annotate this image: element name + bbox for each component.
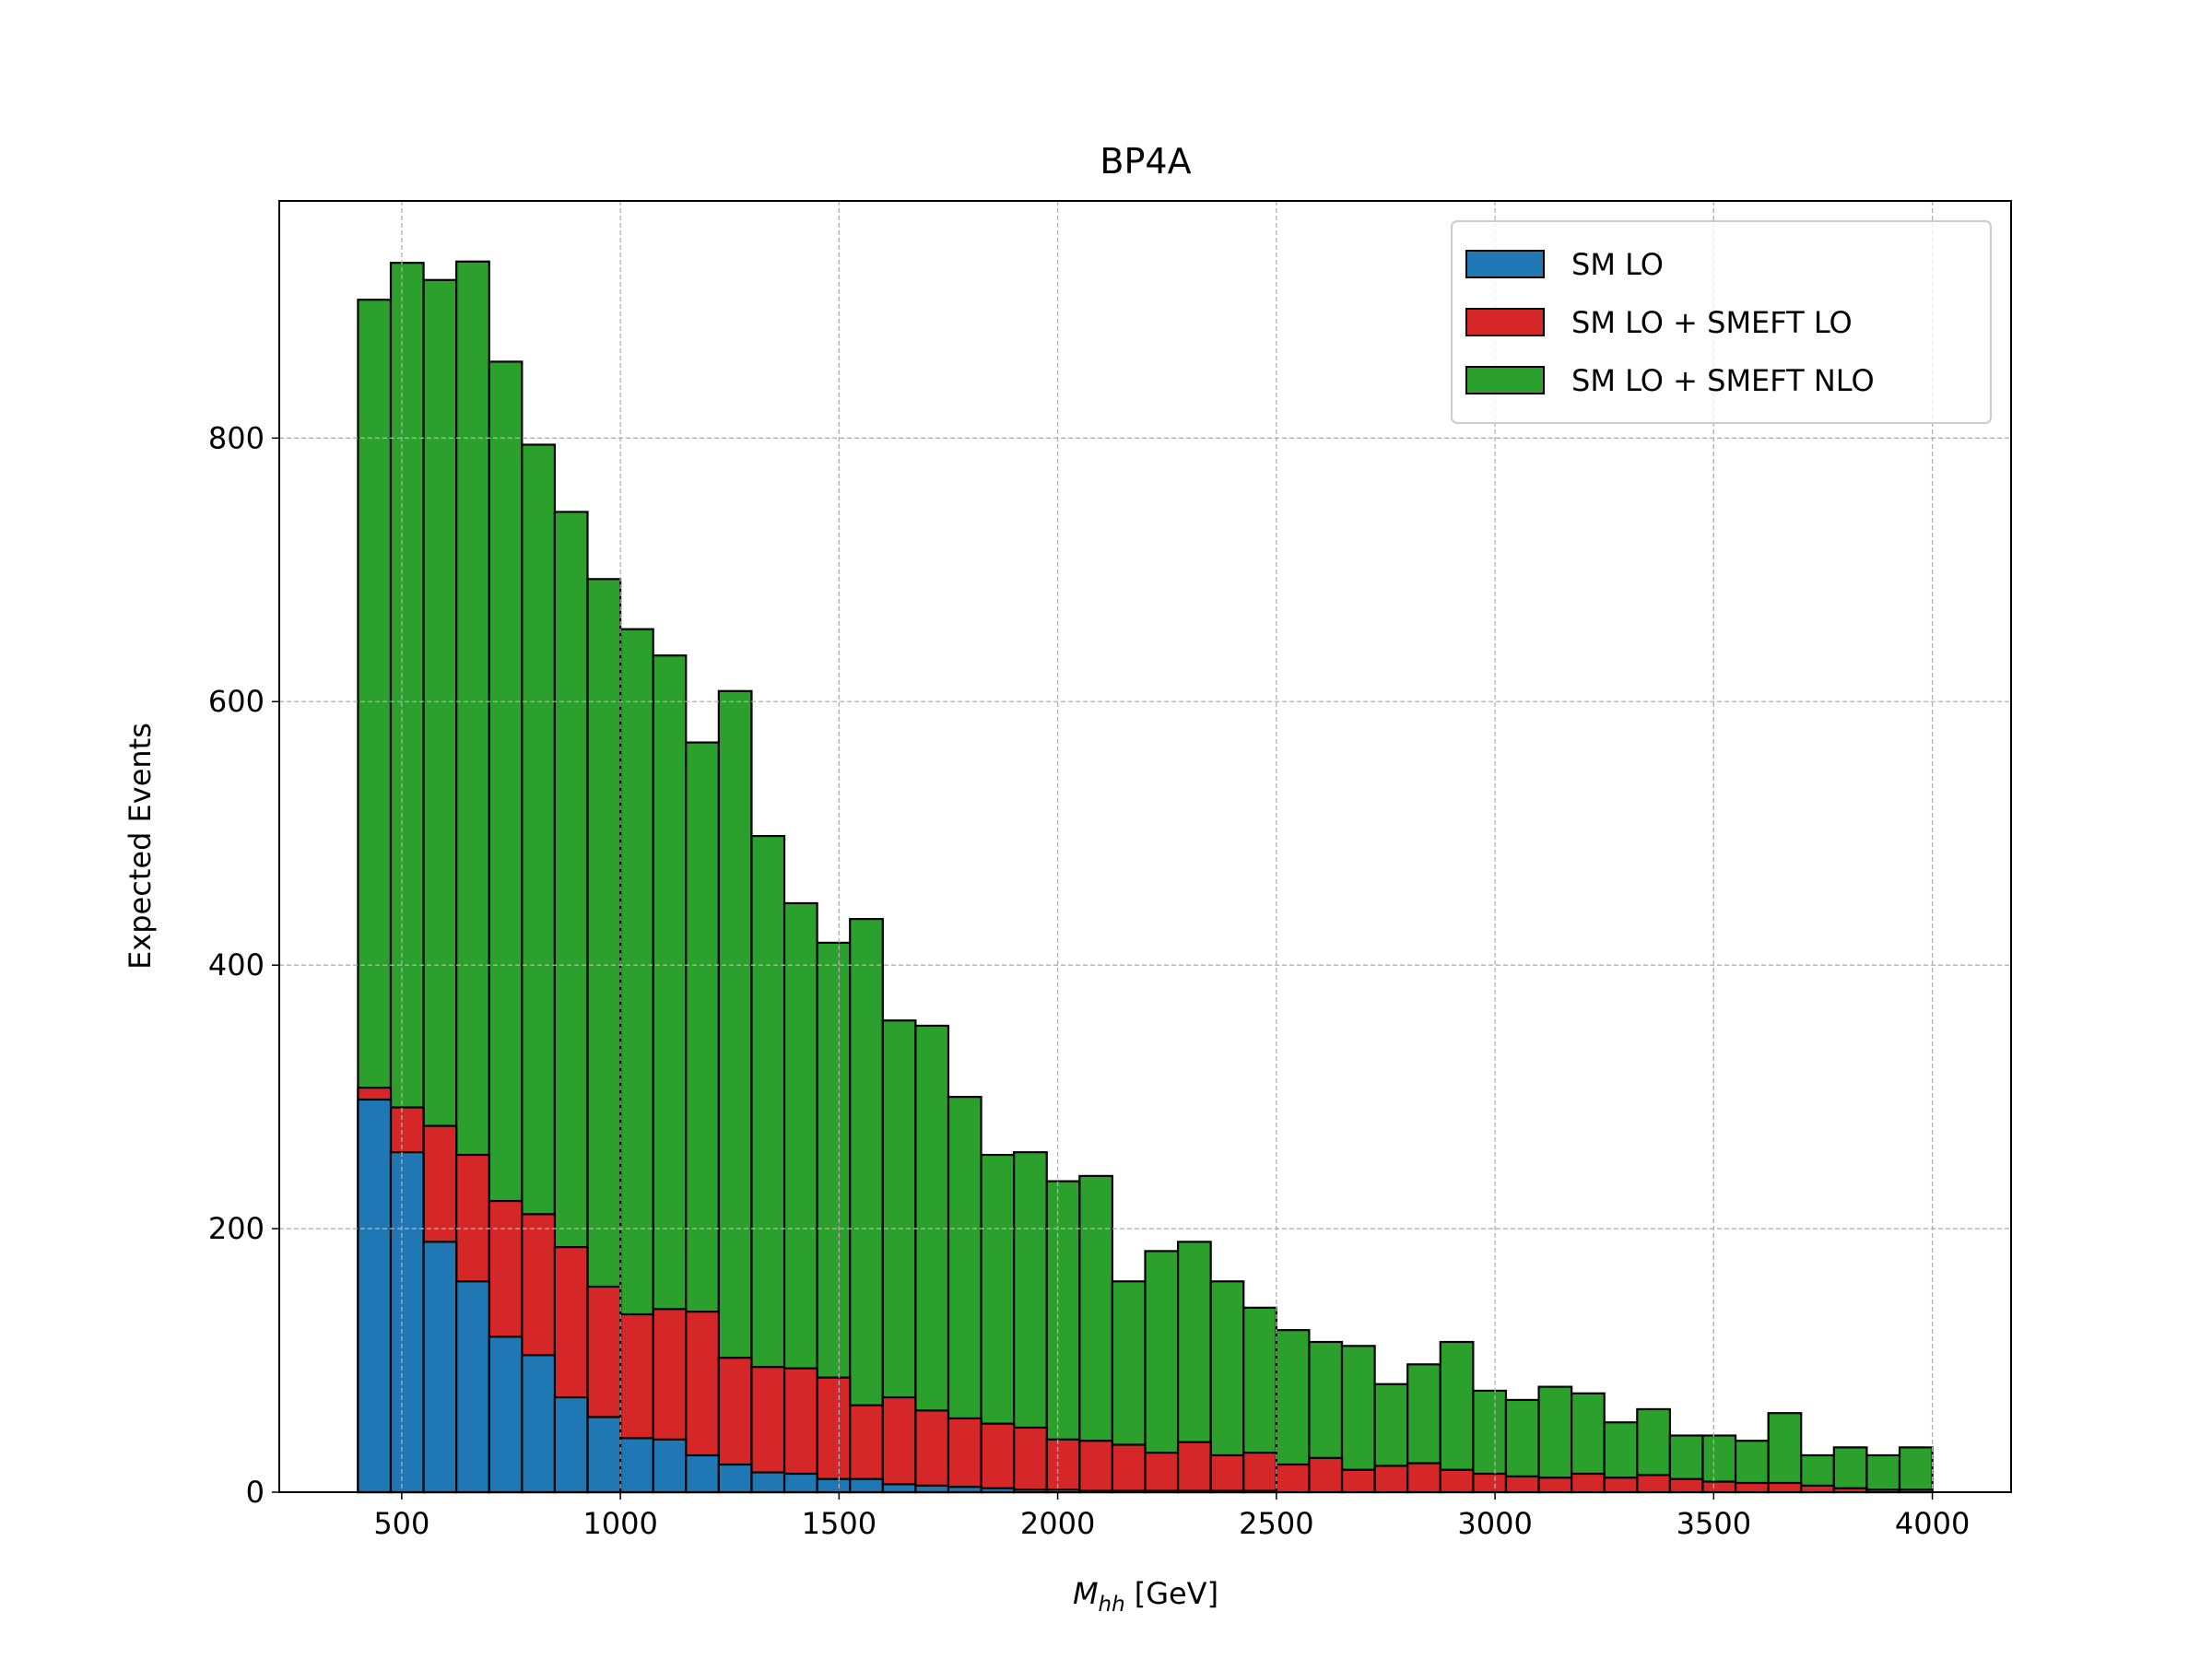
histogram-bar <box>1898 1446 1934 1494</box>
histogram-bar <box>1734 1481 1770 1494</box>
histogram-bar <box>750 1471 786 1494</box>
histogram-bar <box>881 1483 917 1494</box>
histogram-bar <box>1504 1475 1540 1494</box>
histogram-bar <box>1571 1472 1606 1494</box>
histogram-bar <box>389 1151 425 1494</box>
histogram-bar <box>1865 1453 1901 1494</box>
chart-title: BP4A <box>1100 141 1191 182</box>
x-label-symbol: M <box>1073 1576 1099 1611</box>
legend-label: SM LO + SMEFT NLO <box>1571 363 1875 398</box>
plot-frame <box>278 200 2012 1493</box>
histogram-bar <box>488 1335 524 1494</box>
x-tick-label: 4000 <box>1895 1506 1970 1541</box>
legend-swatch <box>1465 366 1545 394</box>
histogram-bar <box>422 1241 458 1494</box>
legend-swatch <box>1465 250 1545 278</box>
x-axis-label: Mhh [GeV] <box>1073 1576 1218 1617</box>
histogram-bar <box>881 1395 917 1494</box>
y-tick-label: 200 <box>208 1211 265 1246</box>
histogram-bar <box>521 1354 557 1494</box>
y-tick-label: 0 <box>246 1475 265 1510</box>
legend-box <box>1451 220 1992 424</box>
x-label-subscript: hh <box>1099 1593 1125 1617</box>
y-tick-label: 400 <box>208 947 265 982</box>
histogram-bar <box>652 1438 688 1494</box>
histogram-bar <box>782 1472 818 1494</box>
histogram-bar <box>619 1437 654 1494</box>
histogram-bar <box>1603 1477 1639 1494</box>
histogram-bar <box>750 1366 786 1494</box>
histogram-bar <box>914 1409 950 1494</box>
histogram-bar <box>1111 1443 1147 1494</box>
histogram-bar <box>1308 1456 1344 1494</box>
histogram-bar <box>1832 1446 1868 1494</box>
histogram-bar <box>816 1477 852 1494</box>
histogram-bar <box>947 1417 982 1494</box>
x-tick-label: 3500 <box>1677 1506 1751 1541</box>
histogram-bar <box>1636 1474 1671 1494</box>
x-tick-label: 2000 <box>1020 1506 1095 1541</box>
x-tick-label: 3000 <box>1457 1506 1532 1541</box>
histogram-bar <box>1340 1468 1376 1494</box>
histogram-bar <box>1275 1463 1311 1494</box>
histogram-bar <box>586 1416 622 1494</box>
histogram-bar <box>685 1453 720 1494</box>
histogram-bar <box>1176 1441 1212 1494</box>
y-axis-label: Expected Events <box>123 723 158 970</box>
histogram-bar <box>1078 1440 1114 1494</box>
histogram-bar <box>1013 1426 1048 1494</box>
x-tick-label: 500 <box>373 1506 429 1541</box>
histogram-bar <box>849 918 884 1494</box>
histogram-bar <box>980 1422 1016 1494</box>
histogram-bar <box>1144 1452 1180 1494</box>
histogram-bar <box>1767 1412 1803 1494</box>
histogram-bar <box>914 1484 950 1494</box>
legend-swatch <box>1465 308 1545 336</box>
x-tick-label: 1500 <box>802 1506 877 1541</box>
histogram-bar <box>1373 1465 1409 1494</box>
histogram-bar <box>717 1463 753 1494</box>
histogram-bar <box>1701 1480 1737 1494</box>
histogram-bar <box>1242 1452 1277 1494</box>
histogram-bar <box>1800 1484 1835 1494</box>
histogram-bar <box>1537 1477 1573 1494</box>
histogram-bar <box>455 1280 490 1494</box>
x-label-unit: [GeV] <box>1135 1576 1218 1611</box>
histogram-bar <box>1668 1477 1704 1494</box>
histogram-bar <box>849 1477 884 1494</box>
y-tick-label: 800 <box>208 420 265 455</box>
histogram-bar <box>357 1098 393 1494</box>
histogram-bar <box>1045 1438 1081 1494</box>
histogram-bar <box>1209 1453 1245 1494</box>
histogram-bar <box>1537 1385 1573 1494</box>
legend-label: SM LO <box>1571 247 1664 282</box>
histogram-bar <box>553 1395 589 1494</box>
histogram-bar <box>1767 1481 1803 1494</box>
histogram-bar <box>816 1376 852 1494</box>
histogram-bar <box>1406 1462 1441 1494</box>
histogram-bar <box>1472 1472 1508 1494</box>
x-tick-label: 1000 <box>582 1506 657 1541</box>
histogram-bar <box>1439 1468 1475 1494</box>
y-tick-label: 600 <box>208 684 265 719</box>
legend-label: SM LO + SMEFT LO <box>1571 305 1853 340</box>
histogram-bar <box>849 1404 884 1494</box>
x-tick-label: 2500 <box>1239 1506 1313 1541</box>
